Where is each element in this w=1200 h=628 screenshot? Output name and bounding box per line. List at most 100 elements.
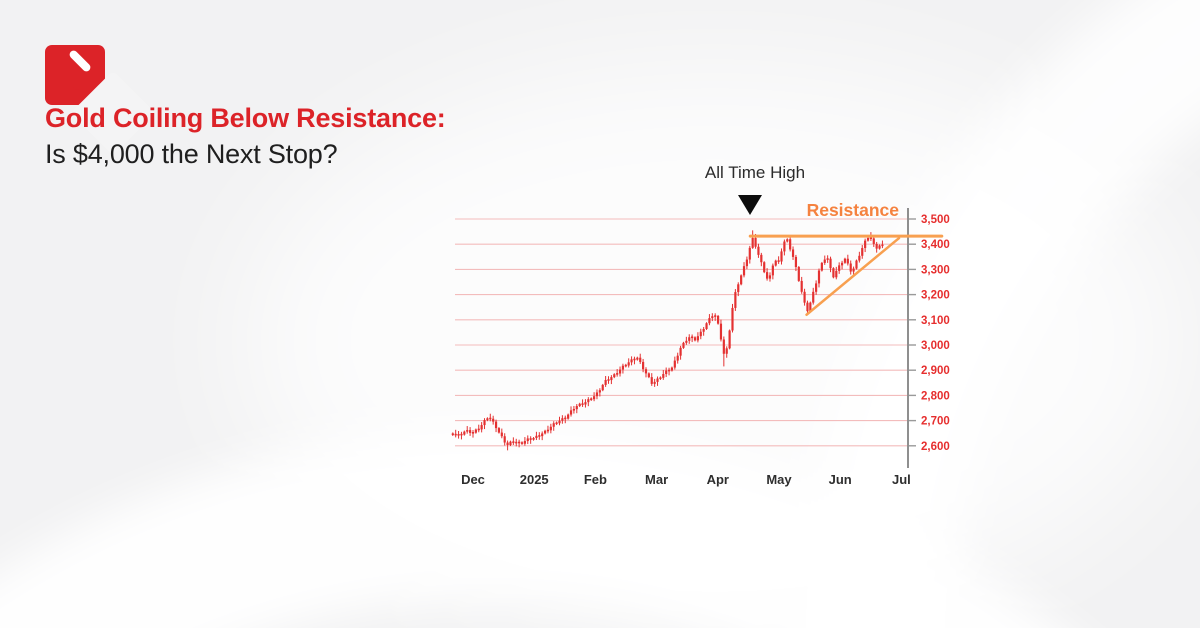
candle-body — [469, 430, 472, 433]
candle-body — [852, 268, 855, 272]
candle-body — [659, 377, 662, 379]
candle-body — [555, 422, 558, 425]
candle-body — [734, 292, 737, 308]
candle-body — [497, 428, 501, 433]
candle-body — [564, 417, 567, 420]
candle-body — [815, 283, 818, 292]
candle-body — [731, 307, 734, 331]
candle-body — [460, 433, 463, 436]
candle-body — [474, 429, 477, 433]
candle-body — [463, 431, 466, 435]
candle-body — [751, 237, 754, 248]
y-tick-label: 3,500 — [921, 214, 950, 226]
candle-body — [616, 373, 619, 375]
candle-body — [725, 348, 728, 354]
candlestick-chart: Dec 2025 Feb Mar Apr May Jun Jul 3,500 3,400 3,300… — [451, 208, 950, 487]
candle-body — [809, 302, 812, 312]
candle-body — [682, 342, 685, 348]
candle-body — [523, 441, 526, 444]
page-title: Gold Coiling Below Resistance: — [45, 103, 446, 133]
y-tick-label: 3,000 — [921, 340, 950, 352]
candle-body — [855, 260, 858, 269]
candles-series — [451, 230, 884, 451]
candle-body — [667, 369, 671, 372]
candle-body — [846, 258, 849, 264]
candle-body — [662, 374, 665, 378]
candle-body — [771, 265, 774, 276]
candle-body — [520, 442, 524, 444]
candle-body — [552, 423, 555, 427]
candle-body — [691, 336, 694, 339]
candle-body — [518, 441, 521, 444]
candle-body — [708, 318, 711, 324]
y-tick-label: 3,400 — [921, 239, 950, 251]
candle-body — [592, 396, 596, 400]
candle-body — [760, 254, 763, 263]
candle-body — [451, 433, 454, 436]
candle-body — [572, 408, 576, 411]
x-tick-label: Jun — [829, 472, 852, 487]
candle-body — [653, 381, 656, 384]
candle-body — [512, 441, 515, 443]
x-tick-label: Apr — [707, 472, 729, 487]
candle-body — [688, 337, 691, 341]
candle-body — [676, 355, 679, 361]
candle-body — [840, 262, 844, 266]
candle-body — [466, 430, 469, 432]
candle-body — [567, 414, 570, 419]
all-time-high-label: All Time High — [704, 163, 806, 182]
candle-body — [745, 259, 749, 267]
candle-body — [604, 379, 607, 385]
candle-body — [711, 316, 714, 319]
candle-body — [483, 420, 486, 426]
candle-body — [636, 357, 639, 360]
candle-body — [777, 260, 780, 262]
page-subtitle: Is $4,000 the Next Stop? — [45, 139, 338, 169]
candle-body — [823, 259, 826, 263]
candle-body — [780, 251, 783, 262]
candle-body — [492, 418, 495, 422]
candle-body — [774, 260, 777, 266]
candle-body — [543, 430, 547, 434]
candle-body — [740, 275, 743, 285]
candle-body — [696, 336, 699, 341]
resistance-label: Resistance — [806, 200, 899, 220]
candle-body — [471, 432, 475, 434]
candle-body — [538, 435, 541, 437]
candle-body — [748, 247, 751, 260]
candle-body — [673, 360, 676, 368]
y-tick-label: 2,800 — [921, 390, 950, 402]
candle-body — [624, 364, 627, 367]
candle-body — [480, 425, 483, 430]
candle-body — [832, 268, 835, 278]
y-tick-label: 2,700 — [921, 416, 950, 428]
candle-body — [598, 390, 601, 393]
candle-body — [607, 379, 610, 381]
candle-body — [578, 403, 581, 407]
candle-body — [650, 377, 653, 384]
candle-body — [630, 359, 633, 363]
candle-body — [575, 406, 578, 410]
candle-body — [558, 420, 561, 424]
candle-body — [535, 435, 538, 439]
candle-body — [757, 246, 760, 255]
candle-body — [861, 248, 864, 256]
candle-body — [618, 369, 622, 374]
y-tick-label: 3,200 — [921, 290, 950, 302]
candle-body — [670, 367, 674, 371]
candle-body — [595, 392, 599, 397]
x-tick-label: Mar — [645, 472, 668, 487]
candle-body — [806, 302, 809, 312]
candle-body — [803, 291, 806, 303]
candle-body — [642, 361, 645, 370]
candle-body — [500, 432, 503, 437]
candle-body — [789, 239, 792, 250]
candle-body — [685, 340, 688, 343]
candle-body — [486, 418, 489, 421]
candle-body — [794, 256, 798, 268]
candle-body — [610, 377, 613, 381]
candle-body — [768, 275, 772, 279]
y-tick-label: 2,600 — [921, 441, 950, 453]
candle-body — [737, 284, 740, 293]
candle-body — [826, 258, 829, 260]
